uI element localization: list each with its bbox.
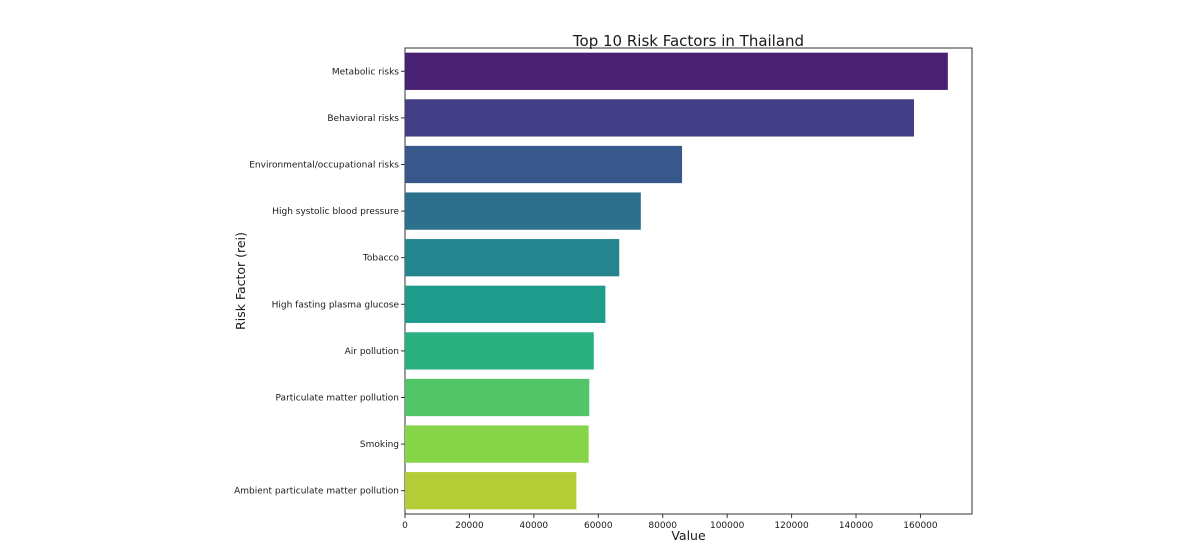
y-axis-label: Risk Factor (rei) [233, 232, 248, 330]
x-tick-label: 160000 [903, 521, 938, 531]
category-label: High fasting plasma glucose [272, 300, 400, 310]
category-label: Air pollution [345, 347, 399, 357]
bar [405, 425, 589, 463]
bar [405, 239, 620, 277]
x-tick-label: 40000 [520, 521, 549, 531]
bar [405, 332, 594, 370]
x-tick-label: 100000 [710, 521, 745, 531]
bar [405, 145, 683, 184]
category-labels-layer: Metabolic risks Behavioral risks Environme… [234, 67, 405, 497]
category-label: Tobacco [362, 254, 400, 264]
x-tick-label: 120000 [774, 521, 809, 531]
x-axis-label: Value [671, 528, 706, 543]
x-ticks-layer: 0 20000 40000 60000 80000 100000 120000 140000 1… [402, 514, 938, 531]
x-tick-label: 140000 [839, 521, 874, 531]
bar [405, 472, 577, 510]
category-label: Particulate matter pollution [276, 394, 399, 404]
chart-title: Top 10 Risk Factors in Thailand [572, 32, 804, 50]
x-tick-label: 0 [402, 521, 408, 531]
bar [405, 378, 590, 417]
bar [405, 52, 948, 90]
bar [405, 285, 606, 323]
bar [405, 192, 641, 230]
category-label: Metabolic risks [332, 67, 399, 77]
x-tick-label: 20000 [455, 521, 484, 531]
category-label: Behavioral risks [327, 114, 399, 124]
x-tick-label: 80000 [648, 521, 677, 531]
x-tick-label: 60000 [584, 521, 613, 531]
bar [405, 99, 915, 137]
category-label: Environmental/occupational risks [249, 161, 399, 171]
bars-layer [405, 52, 948, 510]
category-label: Smoking [360, 440, 399, 450]
category-label: High systolic blood pressure [272, 207, 399, 217]
category-label: Ambient particulate matter pollution [234, 487, 399, 497]
